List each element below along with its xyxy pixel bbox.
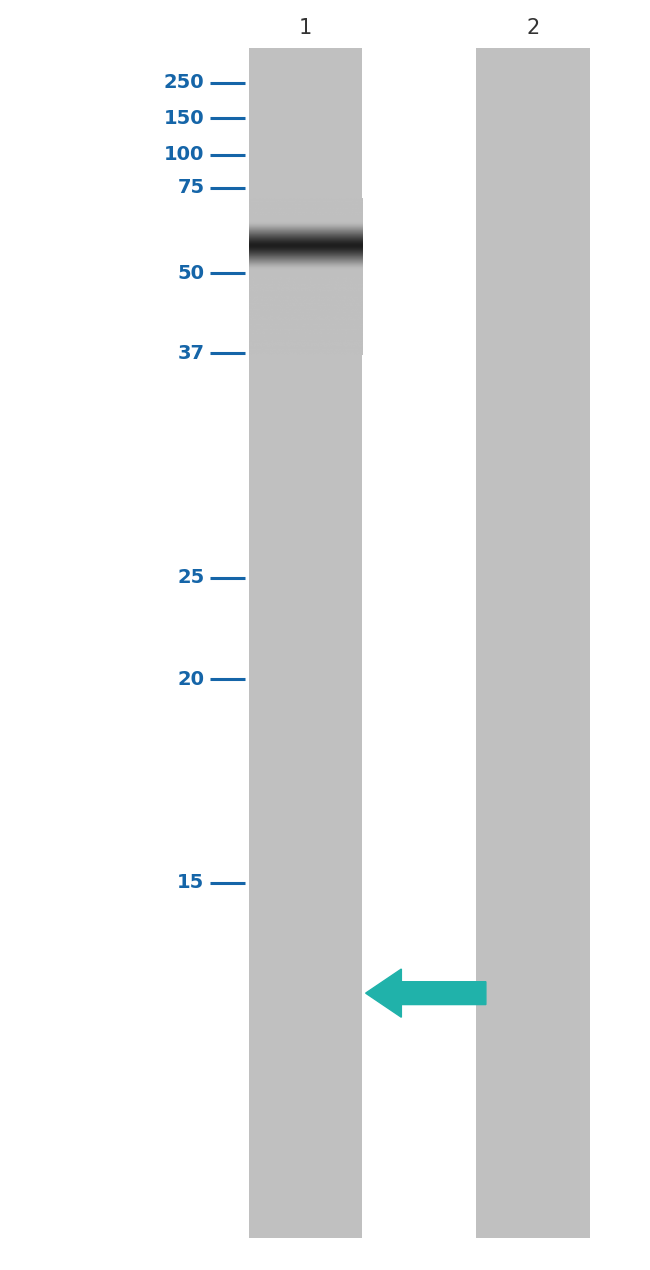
Text: 25: 25 — [177, 569, 204, 587]
Text: 1: 1 — [299, 18, 312, 38]
Text: 20: 20 — [177, 671, 204, 688]
Text: 100: 100 — [164, 146, 204, 164]
Text: 250: 250 — [164, 74, 204, 91]
FancyArrow shape — [365, 969, 486, 1017]
Text: 37: 37 — [177, 344, 204, 362]
Bar — [248, 48, 362, 1238]
Text: 150: 150 — [164, 109, 204, 127]
Text: 15: 15 — [177, 874, 204, 892]
Text: 75: 75 — [177, 179, 204, 197]
Text: 2: 2 — [526, 18, 539, 38]
Bar — [476, 48, 590, 1238]
Text: 50: 50 — [177, 264, 204, 282]
